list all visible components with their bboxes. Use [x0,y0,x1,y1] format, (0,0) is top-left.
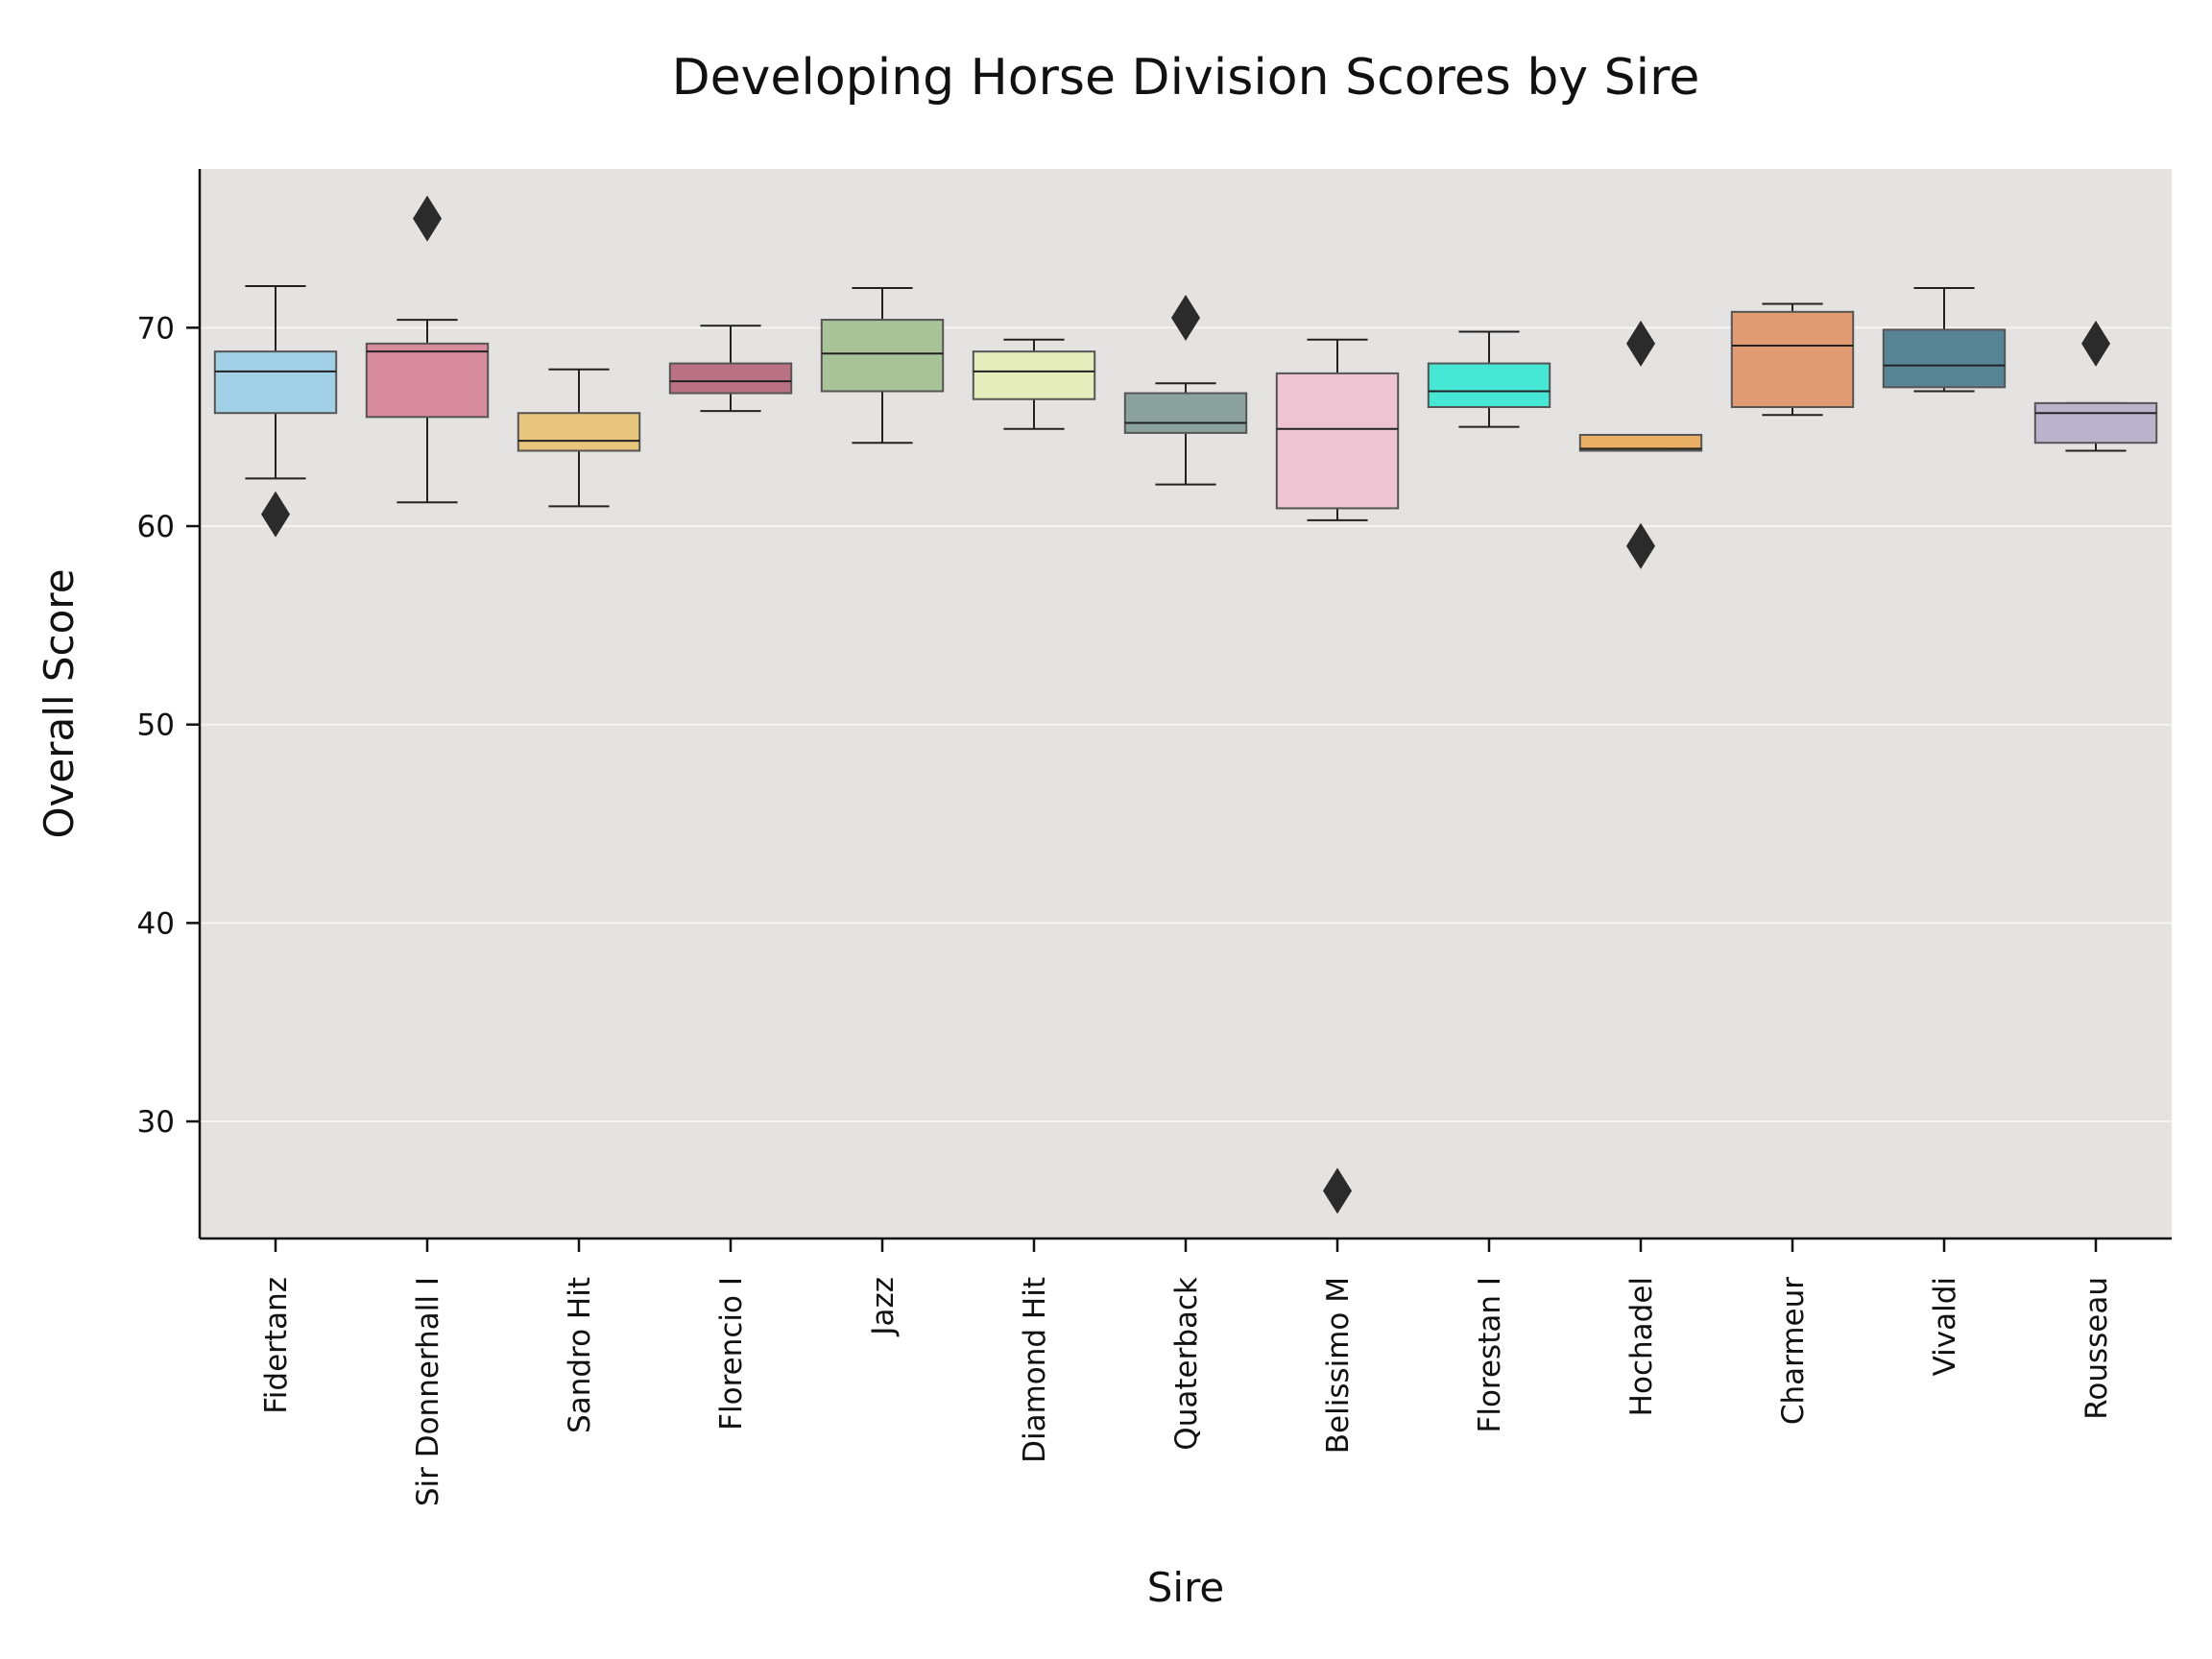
x-tick-label: Quaterback [1169,1277,1204,1451]
box-body [1123,392,1248,434]
x-tick-label: Rousseau [2080,1277,2114,1420]
outlier-marker [1626,320,1655,367]
box-body [972,350,1096,400]
box-4 [820,287,945,445]
y-tick-label: 70 [137,311,175,346]
x-tick-label: Sandro Hit [563,1277,597,1433]
box-6 [1123,295,1248,486]
outlier-marker [1323,1167,1352,1214]
box-12 [2033,320,2158,452]
chart-title: Developing Horse Division Scores by Sire [672,49,1700,107]
box-series [213,195,2158,1214]
box-8 [1427,330,1551,428]
box-body [517,412,641,452]
box-10 [1730,302,1855,417]
box-0 [213,284,338,538]
box-5 [972,338,1096,430]
x-tick-label: Florencio I [714,1277,749,1431]
y-tick-label: 40 [137,906,175,941]
x-axis-ticks: Fidertanz Sir Donnerhall I Sandro Hit Flore… [259,1238,2114,1506]
x-axis-label: Sire [1147,1564,1225,1611]
y-tick-label: 60 [137,510,175,544]
box-1 [365,195,490,504]
x-tick-label: Jazz [866,1277,901,1337]
box-body [1882,328,2007,389]
outlier-marker [1171,295,1200,342]
x-tick-label: Fidertanz [259,1277,294,1414]
box-body [213,350,338,415]
x-tick-label: Sir Donnerhall I [411,1277,445,1506]
outlier-marker [2081,320,2110,367]
x-tick-label: Florestan I [1473,1277,1507,1433]
box-body [365,342,490,419]
x-tick-label: Diamond Hit [1018,1277,1052,1463]
x-tick-label: Vivaldi [1928,1277,1962,1376]
y-axis-ticks: 30 40 50 60 70 [137,311,200,1140]
box-11 [1882,287,2007,393]
y-axis-label: Overall Score [36,568,83,838]
box-2 [517,368,641,508]
box-body [1427,362,1551,409]
box-9 [1578,320,1703,569]
box-body [668,362,793,395]
x-tick-label: Belissimo M [1321,1277,1356,1454]
grid-lines [200,326,2172,1123]
box-body [820,319,945,393]
box-body [2033,401,2158,445]
x-tick-label: Charmeur [1776,1277,1811,1425]
x-tick-label: Hochadel [1624,1277,1659,1416]
box-3 [668,325,793,413]
y-tick-label: 30 [137,1105,175,1140]
box-body [1275,372,1400,510]
box-7 [1275,338,1400,1214]
outlier-marker [1626,522,1655,569]
outlier-marker [261,491,290,538]
y-tick-label: 50 [137,709,175,743]
box-body [1578,433,1703,452]
outlier-marker [413,195,442,242]
box-body [1730,310,1855,409]
